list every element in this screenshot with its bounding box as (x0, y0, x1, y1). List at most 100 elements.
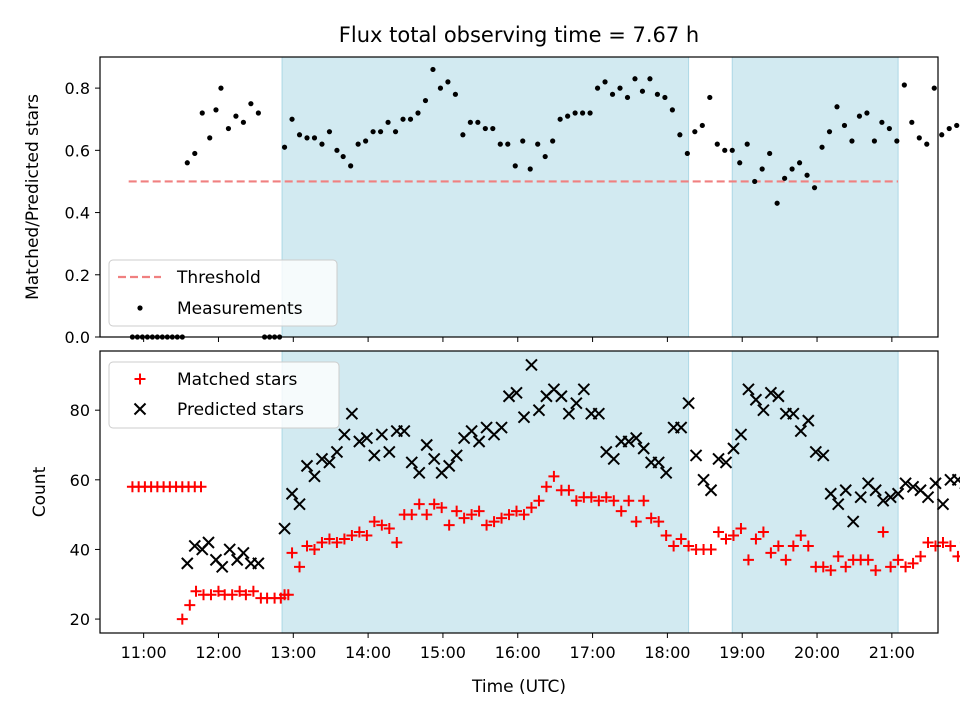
predicted-point (951, 473, 960, 487)
measurement-point (452, 91, 459, 97)
measurement-point (572, 110, 578, 116)
matched-point (683, 540, 695, 552)
top-y-ticks: 0.0 0.2 0.4 0.6 0.8 (65, 79, 100, 347)
measurement-point (684, 150, 690, 157)
matched-point (705, 543, 717, 555)
predicted-point (652, 456, 665, 469)
predicted-point (517, 410, 531, 424)
measurement-point (587, 110, 593, 116)
predicted-point (899, 477, 912, 490)
predicted-point (719, 456, 733, 469)
top-axes-frame (99, 56, 939, 338)
x-tick-label: 20:00 (794, 643, 840, 662)
bottom-y-ticks: 20 40 60 80 (70, 401, 100, 629)
matched-point (862, 554, 874, 566)
predicted-point (405, 456, 418, 469)
matched-point (787, 540, 799, 552)
matched-legend-label: Matched stars (177, 370, 297, 390)
predicted-point (659, 466, 673, 480)
matched-point (234, 585, 246, 597)
measurement-point (213, 107, 219, 113)
predicted-point (525, 358, 538, 372)
predicted-point (622, 435, 635, 448)
measurement-point (348, 163, 354, 169)
measurement-point (527, 166, 533, 172)
matched-point (660, 530, 672, 542)
x-tick-label: 17:00 (570, 643, 616, 662)
predicted-point (420, 438, 433, 452)
matched-point (308, 543, 320, 555)
matched-point (195, 481, 207, 493)
predicted-point (592, 407, 606, 420)
predicted-point (734, 428, 748, 441)
predicted-point (181, 557, 194, 570)
predicted-point (607, 452, 620, 466)
predicted-point (338, 428, 351, 441)
matched-point (279, 589, 291, 601)
y-tick-label: 0.0 (65, 328, 90, 347)
matched-point (765, 547, 777, 559)
matched-point (421, 509, 433, 521)
matched-point (496, 512, 508, 524)
bottom-legend-box (108, 361, 340, 429)
measurement-point (319, 141, 325, 147)
top-legend-box (108, 259, 338, 327)
predicted-point (876, 494, 890, 507)
predicted-point (368, 449, 381, 462)
matched-point (563, 484, 575, 496)
measurement-point (415, 110, 421, 116)
measurement-point (430, 66, 436, 73)
matched-point (331, 536, 343, 548)
predicted-point (398, 424, 411, 438)
matched-point (205, 589, 217, 601)
predicted-point (450, 449, 463, 462)
measurement-point (370, 129, 376, 135)
measurement-point (422, 97, 429, 104)
measurement-point (355, 141, 361, 147)
measurement-point (879, 119, 885, 125)
measurement-point (886, 125, 892, 132)
predicted-point (764, 386, 778, 399)
matched-point (630, 516, 642, 528)
matched-point (316, 536, 328, 548)
matched-point (368, 516, 380, 528)
matched-point (376, 519, 388, 531)
measurement-point (744, 141, 750, 147)
x-tick-label: 16:00 (495, 643, 541, 662)
measurement-point (819, 144, 825, 150)
predicted-point (353, 435, 366, 448)
measurement-point (662, 94, 668, 101)
predicted-point (749, 393, 763, 406)
measurement-point (841, 122, 848, 129)
shaded-interval (281, 56, 690, 338)
predicted-point (413, 466, 426, 480)
measurement-point (505, 141, 511, 147)
matched-point (413, 498, 425, 510)
predicted-point (315, 452, 329, 466)
y-tick-label: 0.4 (65, 204, 90, 223)
predicted-point (802, 414, 815, 427)
measurement-point (407, 116, 414, 122)
matched-point (533, 495, 545, 507)
predicted-point (787, 407, 800, 420)
matched-point (825, 564, 837, 576)
predicted-point (891, 487, 905, 500)
measurement-point (901, 82, 907, 88)
measurement-point (218, 85, 224, 91)
bottom-legend: Matched stars Predicted stars (108, 361, 340, 429)
matched-point (735, 523, 747, 535)
matched-point (802, 540, 814, 552)
measurement-point (609, 91, 616, 97)
matched-point (713, 526, 725, 538)
predicted-point (846, 515, 860, 528)
y-tick-label: 60 (70, 471, 90, 490)
matched-point (638, 495, 650, 507)
predicted-point (285, 487, 299, 500)
measurement-point (931, 85, 937, 91)
matched-point (944, 540, 956, 552)
predicted-point (188, 539, 201, 553)
measurement-point (542, 153, 548, 160)
matched-legend-marker (134, 373, 146, 385)
measurement-point (714, 141, 720, 147)
